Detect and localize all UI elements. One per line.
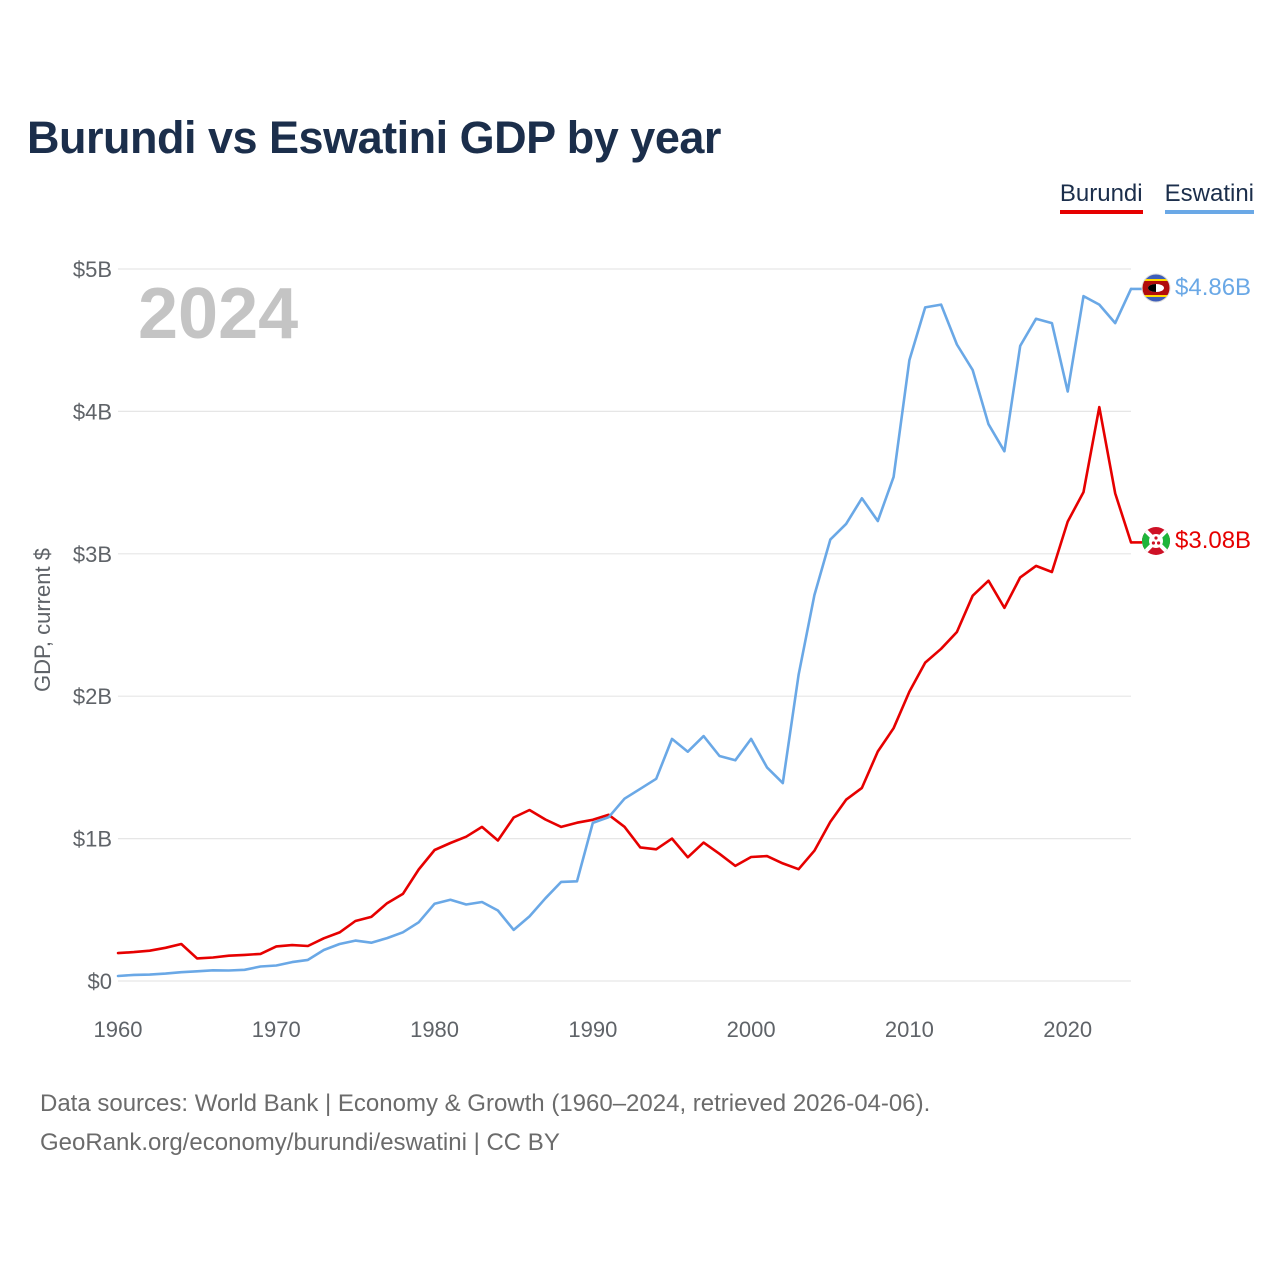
series-line-burundi	[116, 405, 1133, 960]
x-tick-label: 1990	[568, 1017, 617, 1042]
y-tick-label: $5B	[73, 257, 112, 282]
eswatini-flag-icon	[1141, 273, 1171, 303]
attribution-link[interactable]: GeoRank.org/economy/burundi/eswatini | C…	[40, 1129, 560, 1156]
end-label-eswatini: $4.86B	[1175, 274, 1251, 301]
x-tick-label: 1960	[94, 1017, 143, 1042]
x-tick-label: 1970	[252, 1017, 301, 1042]
x-tick-label: 2010	[885, 1017, 934, 1042]
y-axis-label: GDP, current $	[30, 548, 55, 692]
footer: Data sources: World Bank | Economy & Gro…	[40, 1084, 930, 1162]
y-tick-label: $3B	[73, 542, 112, 567]
end-markers	[1141, 273, 1171, 555]
legend: Burundi Eswatini	[1059, 180, 1254, 214]
x-axis-ticks: 1960 1970 1980 1990 2000 2010 2020	[94, 1017, 1093, 1042]
data-source-text: Data sources: World Bank | Economy & Gro…	[40, 1090, 931, 1117]
series-lines	[116, 287, 1142, 978]
gridlines	[118, 268, 1131, 982]
y-tick-label: $1B	[73, 827, 112, 852]
series-line-eswatini	[116, 287, 1133, 978]
x-tick-label: 2020	[1043, 1017, 1092, 1042]
legend-item-eswatini[interactable]: Eswatini	[1164, 180, 1254, 214]
burundi-flag-icon	[1142, 527, 1170, 555]
year-label: 2024	[138, 274, 298, 354]
x-tick-label: 2000	[727, 1017, 776, 1042]
x-tick-label: 1980	[410, 1017, 459, 1042]
y-tick-label: $2B	[73, 684, 112, 709]
legend-item-burundi[interactable]: Burundi	[1059, 180, 1143, 214]
end-label-burundi: $3.08B	[1175, 527, 1251, 554]
y-tick-label: $0	[88, 969, 112, 994]
chart-title: Burundi vs Eswatini GDP by year	[27, 112, 721, 163]
y-tick-label: $4B	[73, 399, 112, 424]
y-axis-ticks: $0 $1B $2B $3B $4B $5B	[73, 257, 112, 994]
